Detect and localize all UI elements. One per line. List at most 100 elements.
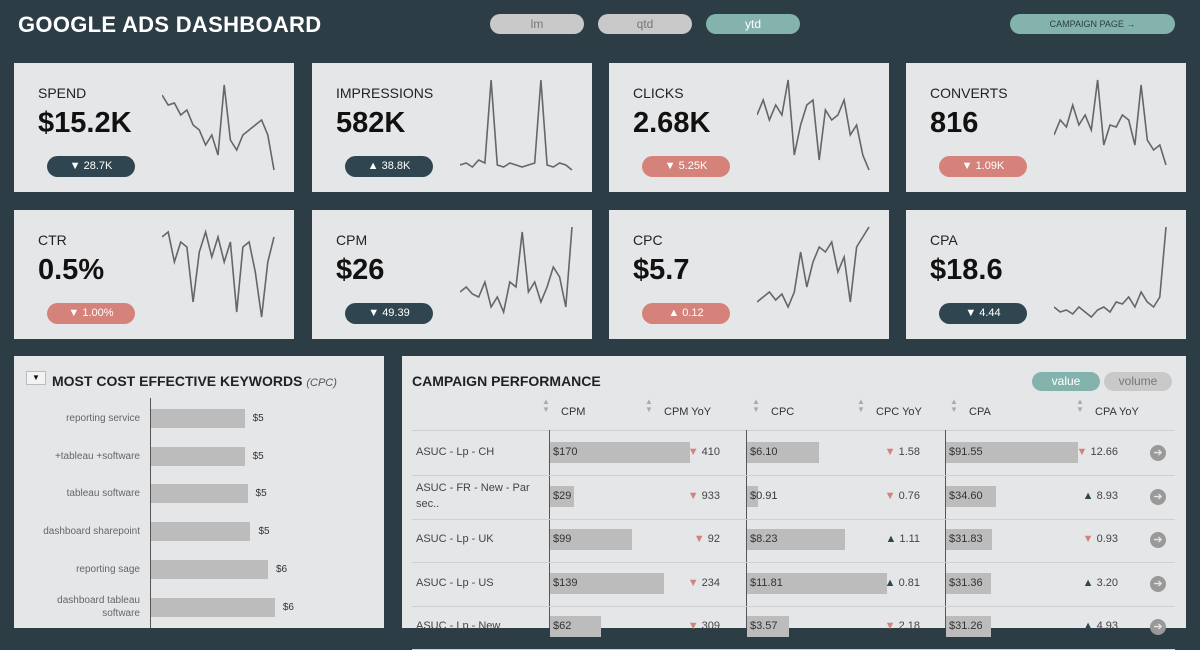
keyword-bar[interactable] (151, 559, 268, 579)
kpi-delta-badge: ▼ 1.09K (939, 156, 1027, 177)
cpa-yoy-value: 3.20 (1096, 576, 1118, 589)
sort-toggle-icon[interactable]: ▲ ▼ (857, 397, 865, 414)
down-triangle-icon: ▼ (687, 576, 699, 589)
arrow-right-circle-icon[interactable]: ➔ (1150, 532, 1166, 548)
cpc-yoy: ▼ 2.18 (860, 620, 920, 632)
cpa-value: $91.55 (949, 446, 983, 458)
column-header[interactable]: CPA (969, 406, 991, 418)
sparkline-line (460, 79, 573, 171)
campaign-name: ASUC - FR - New - Par sec.. (416, 481, 530, 510)
keyword-bar[interactable] (151, 446, 245, 466)
keywords-dropdown[interactable]: ▼ (26, 371, 46, 385)
keyword-bar[interactable] (151, 597, 275, 617)
cpa-yoy-value: 8.93 (1096, 489, 1118, 502)
kpi-value: $26 (336, 254, 385, 286)
cpa-yoy: ▲ 8.93 (1058, 490, 1118, 502)
sort-toggle-icon[interactable]: ▲ ▼ (752, 397, 760, 414)
column-header[interactable]: CPC (771, 406, 795, 418)
kpi-label: CPM (336, 232, 368, 248)
column-header[interactable]: CPM YoY (664, 406, 712, 418)
period-lm-button[interactable]: lm (490, 14, 584, 34)
kpi-delta-badge: ▼ 1.00% (47, 303, 135, 324)
period-ytd-button[interactable]: ytd (706, 14, 800, 34)
column-header[interactable]: CPM (561, 406, 586, 418)
cpa-bar (946, 572, 992, 594)
cpc-yoy-value: 1.58 (898, 446, 920, 458)
down-triangle-icon: ▼ (884, 620, 896, 632)
cpm-value: $170 (553, 446, 578, 458)
arrow-right-circle-icon[interactable]: ➔ (1150, 488, 1166, 505)
kpi-label: CPA (930, 232, 958, 248)
kpi-value: 816 (930, 107, 979, 139)
keyword-bar[interactable] (151, 522, 251, 542)
cpc-bar (747, 572, 887, 594)
cpm-bar (550, 442, 690, 463)
column-header[interactable]: CPA YoY (1095, 406, 1139, 418)
sparkline-line (757, 79, 870, 171)
kpi-value: 0.5% (38, 254, 105, 286)
down-triangle-icon: ▼ (693, 533, 705, 545)
keyword-bar[interactable] (151, 409, 245, 428)
keyword-label: +tableau +software (54, 450, 140, 462)
kpi-card-cpm[interactable]: CPM $26 ▼ 49.39 (312, 210, 592, 339)
cpm-bar (550, 529, 632, 550)
sort-toggle-icon[interactable]: ▲ ▼ (950, 397, 958, 414)
cpm-yoy: ▼ 92 (660, 533, 720, 545)
keyword-label: tableau software (66, 488, 140, 500)
kpi-label: CLICKS (633, 85, 684, 101)
column-header[interactable]: CPC YoY (876, 406, 922, 418)
keyword-value: $5 (252, 413, 264, 424)
down-triangle-icon: ▼ (687, 489, 699, 502)
kpi-card-cpc[interactable]: CPC $5.7 ▲ 0.12 (609, 210, 889, 339)
arrow-right-circle-icon[interactable]: ➔ (1150, 575, 1166, 592)
dashboard-title: GOOGLE ADS DASHBOARD (18, 12, 322, 37)
sort-toggle-icon[interactable]: ▲ ▼ (1076, 397, 1084, 414)
cpm-yoy: ▼ 309 (660, 620, 720, 632)
cpc-yoy-value: 1.11 (899, 533, 920, 545)
cpa-yoy: ▲ 3.20 (1058, 577, 1118, 589)
sparkline-line (1054, 226, 1167, 319)
kpi-card-cpa[interactable]: CPA $18.6 ▼ 4.44 (906, 210, 1186, 339)
sparkline-line (757, 226, 870, 309)
keywords-subtitle: (CPC) (306, 377, 337, 389)
cpa-yoy: ▲ 4.93 (1058, 620, 1118, 632)
cpm-yoy: ▼ 234 (660, 577, 720, 589)
up-triangle-icon: ▲ (884, 576, 896, 589)
kpi-delta-badge: ▲ 38.8K (345, 156, 433, 177)
keyword-bar[interactable] (151, 484, 248, 504)
row-divider (412, 518, 1175, 520)
cpm-value: $99 (553, 533, 572, 545)
keywords-title-text: MOST COST EFFECTIVE KEYWORDS (52, 373, 303, 389)
keywords-panel: ▼ MOST COST EFFECTIVE KEYWORDS (CPC) rep… (14, 356, 384, 628)
arrow-right-circle-icon[interactable]: ➔ (1150, 445, 1166, 461)
campaign-title: CAMPAIGN PERFORMANCE (412, 373, 601, 389)
cpm-yoy-value: 933 (701, 489, 720, 502)
kpi-delta-badge: ▲ 0.12 (642, 303, 730, 324)
sparkline-line (1054, 79, 1167, 166)
sort-toggle-icon[interactable]: ▲ ▼ (542, 397, 550, 414)
cpm-yoy-value: 309 (701, 620, 720, 632)
kpi-value: 2.68K (633, 107, 711, 139)
period-qtd-button[interactable]: qtd (598, 14, 692, 34)
up-triangle-icon: ▲ (885, 533, 897, 545)
kpi-card-ctr[interactable]: CTR 0.5% ▼ 1.00% (14, 210, 294, 339)
kpi-card-converts[interactable]: CONVERTS 816 ▼ 1.09K (906, 63, 1186, 192)
cpc-value: $11.81 (750, 576, 783, 589)
kpi-card-impressions[interactable]: IMPRESSIONS 582K ▲ 38.8K (312, 63, 592, 192)
down-triangle-icon: ▼ (687, 446, 699, 458)
volume-toggle[interactable]: volume (1104, 372, 1172, 391)
cpc-value: $3.57 (750, 620, 778, 632)
cpc-yoy: ▼ 0.76 (860, 490, 920, 502)
kpi-sparkline (1054, 226, 1167, 319)
kpi-sparkline (1054, 79, 1167, 166)
kpi-card-spend[interactable]: SPEND $15.2K ▼ 28.7K (14, 63, 294, 192)
kpi-card-clicks[interactable]: CLICKS 2.68K ▼ 5.25K (609, 63, 889, 192)
value-toggle[interactable]: value (1032, 372, 1100, 391)
kpi-sparkline (757, 79, 870, 171)
kpi-sparkline (460, 226, 573, 315)
campaign-page-button[interactable]: CAMPAIGN PAGE → (1010, 14, 1175, 34)
sort-toggle-icon[interactable]: ▲ ▼ (645, 397, 653, 414)
cpa-yoy: ▼ 0.93 (1058, 533, 1118, 545)
arrow-right-circle-icon[interactable]: ➔ (1150, 619, 1166, 635)
kpi-sparkline (162, 84, 275, 171)
